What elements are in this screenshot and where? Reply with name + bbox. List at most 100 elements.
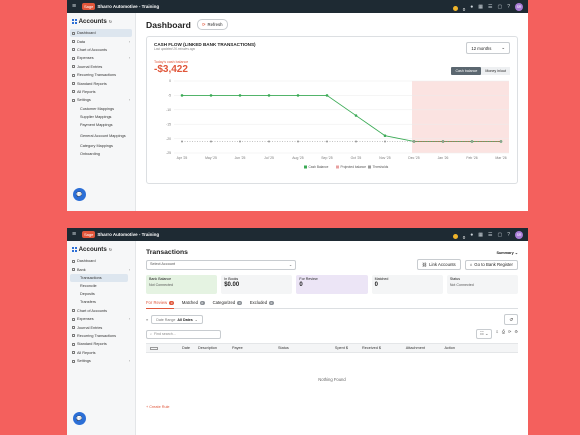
tab-label: Excluded [249, 300, 268, 305]
sidebar-subitem-onboarding[interactable]: Onboarding [80, 152, 100, 157]
column-header-status[interactable]: Status [278, 346, 289, 350]
sidebar-item-recurring-transactions[interactable]: Recurring Transactions [70, 71, 132, 79]
column-header-date[interactable]: Date [182, 346, 191, 350]
create-rule-link[interactable]: + Create Rule [146, 405, 170, 409]
chat-bubble-icon[interactable]: 💬 [73, 412, 86, 425]
sidebar-item-label: Settings [77, 359, 91, 364]
search-input[interactable]: ⌕ Find search... [146, 329, 221, 339]
sidebar-item-expenses[interactable]: Expenses › [70, 315, 132, 323]
sidebar-subitem-category-mappings[interactable]: Category Mappings [80, 144, 113, 149]
sidebar-item-settings[interactable]: Settings › [70, 96, 132, 104]
go-to-register-button[interactable]: ⌂ Go to Bank Register [464, 259, 518, 270]
sidebar-subitem-transfers[interactable]: Transfers [80, 300, 96, 305]
reset-button[interactable]: ↺ [504, 314, 518, 325]
chat-icon[interactable]: ▢ [497, 231, 503, 238]
summary-card-for-review: For Review 0 [296, 275, 368, 294]
sidebar-subitem-supplier-mappings[interactable]: Supplier Mappings [80, 114, 112, 119]
link-accounts-button[interactable]: ⛓ Link Accounts [416, 259, 461, 270]
refresh-button[interactable]: ⟳ Refresh [196, 19, 228, 30]
select-account[interactable]: Select Account ⌄ [146, 259, 296, 270]
tab-for-review[interactable]: For Review 0 [146, 300, 174, 309]
sidebar-item-standard-reports[interactable]: Standard Reports [70, 340, 132, 348]
select-all-checkbox[interactable] [150, 346, 158, 350]
sidebar-subitem-payment-mappings[interactable]: Payment Mappings [80, 122, 113, 127]
chat-bubble-icon[interactable]: 💬 [73, 188, 86, 201]
sidebar-item-dashboard[interactable]: Dashboard [70, 29, 132, 38]
tab-excluded[interactable]: Excluded 0 [250, 300, 274, 305]
column-header-received[interactable]: Received $ [362, 346, 381, 350]
list-icon[interactable]: ☰ [488, 231, 493, 238]
sidebar-item-data[interactable]: Data › [70, 37, 132, 45]
sidebar-item-settings[interactable]: Settings › [70, 357, 132, 365]
sidebar-subitem-reconcile[interactable]: Reconcile [80, 284, 97, 289]
help-icon[interactable]: ? [507, 231, 510, 238]
summary-dropdown[interactable]: Summary ⌄ [496, 251, 518, 255]
list-icon[interactable]: ☰ [488, 3, 493, 10]
mic-icon[interactable]: ● [470, 3, 474, 10]
chat-icon[interactable]: ▢ [497, 3, 503, 10]
data-point-cash-balance [383, 134, 387, 138]
column-header-attachment[interactable]: Attachment [405, 346, 425, 350]
legend-swatch [336, 165, 339, 169]
settings-icon[interactable]: ⚙ [514, 329, 518, 334]
filter-icon[interactable]: ≡ [146, 317, 149, 322]
apps-icon[interactable]: ▦ [478, 3, 483, 10]
toggle-cash-balance[interactable]: Cash balance [451, 67, 482, 75]
journal-entries-icon [72, 326, 75, 329]
data-point-cash-balance [180, 94, 184, 97]
settings-icon [72, 98, 75, 102]
credits-indicator[interactable]: 0 [453, 0, 465, 16]
company-name[interactable]: Sharro Automotive - Training [97, 232, 160, 237]
sidebar: Accounts ↻ Dashboard Bank › Transactions Re… [67, 241, 136, 435]
menu-icon[interactable]: ≡ [72, 231, 77, 238]
help-icon[interactable]: ? [507, 3, 510, 10]
company-name[interactable]: Sharro Automotive - Training [97, 4, 160, 9]
tab-matched[interactable]: Matched 0 [182, 300, 205, 305]
date-range-filter[interactable]: Date Range All Dates ⌄ [151, 315, 203, 324]
column-header-spent[interactable]: Spent $ [334, 346, 348, 350]
sidebar-item-dashboard[interactable]: Dashboard [70, 257, 132, 265]
print-icon[interactable]: ⎙ [501, 329, 506, 334]
export-icon[interactable]: ⇩ [495, 329, 499, 334]
sidebar-subitem-general-account-mappings[interactable]: General Account Mappings [80, 133, 126, 138]
column-header-payee[interactable]: Payee [232, 346, 243, 350]
avatar[interactable]: SR [515, 230, 523, 239]
main-content: Dashboard ⟳ Refresh CASH FLOW (LINKED BAN… [136, 13, 528, 211]
apps-icon[interactable]: ▦ [478, 231, 483, 238]
column-header-description[interactable]: Description [198, 346, 217, 350]
sidebar-item-journal-entries[interactable]: Journal Entries [70, 63, 132, 71]
column-header-action[interactable]: Action [444, 346, 455, 350]
sidebar-header[interactable]: Accounts ↻ [72, 18, 132, 25]
credits-indicator[interactable]: 0 [453, 228, 465, 244]
sidebar-item-all-reports[interactable]: All Reports [70, 88, 132, 96]
summary-card-label: For Review [299, 277, 318, 281]
transactions-screen: ≡ Sage Sharro Automotive - Training 0 ● … [67, 228, 528, 435]
mic-icon[interactable]: ● [470, 231, 474, 238]
data-point-thresholds [355, 140, 357, 143]
sidebar-subitem-customer-mappings[interactable]: Customer Mappings [80, 106, 114, 111]
sidebar-item-bank[interactable]: Bank › [70, 265, 132, 273]
data-point-thresholds [181, 140, 183, 143]
chevron-right-icon: › [128, 317, 130, 322]
sidebar-item-recurring-transactions[interactable]: Recurring Transactions [70, 332, 132, 340]
sidebar-subitem-transactions[interactable]: Transactions [70, 273, 128, 282]
sidebar-header[interactable]: Accounts ↻ [72, 246, 132, 253]
sidebar-item-chart-of-accounts[interactable]: Chart of Accounts [70, 46, 132, 54]
columns-button[interactable]: ☷ ⌄ [475, 329, 493, 339]
top-bar: ≡ Sage Sharro Automotive - Training 0 ● … [67, 0, 528, 13]
toggle-money-in-out[interactable]: Money in/out [481, 67, 510, 75]
refresh-icon[interactable]: ⟳ [508, 329, 512, 334]
sidebar-item-label: Chart of Accounts [77, 47, 107, 52]
sidebar-item-chart-of-accounts[interactable]: Chart of Accounts [70, 307, 132, 315]
sidebar-item-all-reports[interactable]: All Reports [70, 348, 132, 356]
sidebar-subitem-deposits[interactable]: Deposits [80, 292, 95, 297]
sidebar-item-journal-entries[interactable]: Journal Entries [70, 323, 132, 331]
avatar[interactable]: SR [515, 2, 523, 11]
range-select[interactable]: 12 months ⌄ [466, 42, 510, 54]
sidebar-item-standard-reports[interactable]: Standard Reports [70, 79, 132, 87]
data-point-thresholds [500, 140, 502, 143]
tab-categorized[interactable]: Categorized 0 [213, 300, 242, 305]
refresh-icon: ⟳ [201, 21, 206, 27]
menu-icon[interactable]: ≡ [72, 3, 77, 10]
sidebar-item-expenses[interactable]: Expenses › [70, 54, 132, 62]
